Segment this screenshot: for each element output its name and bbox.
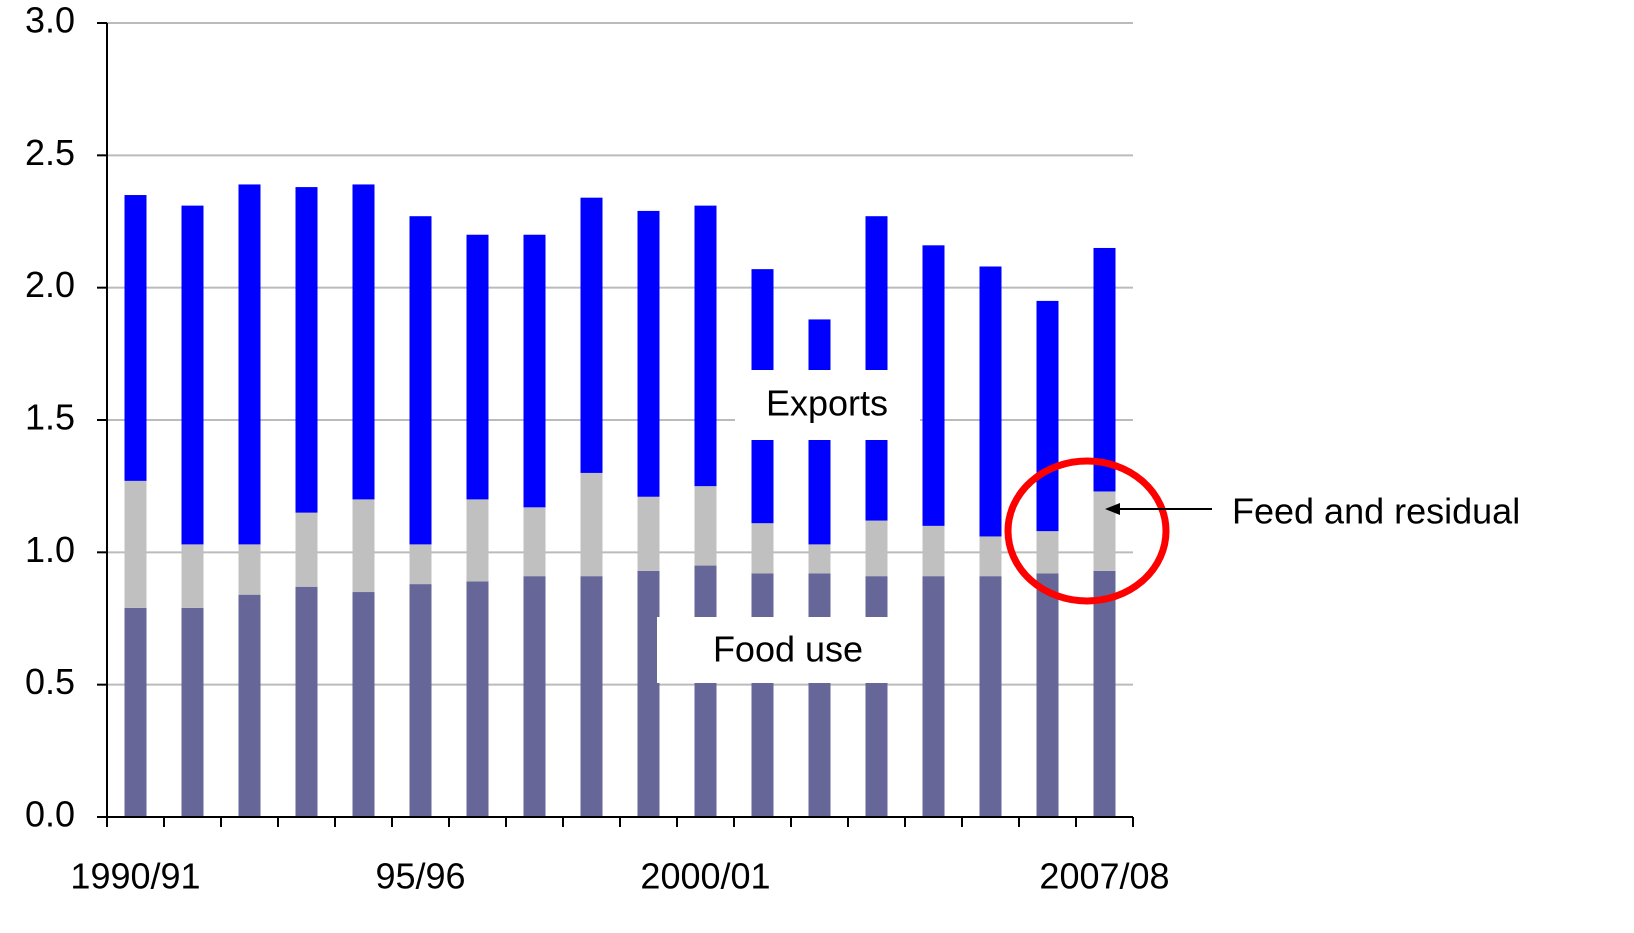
bar-segment	[922, 525, 945, 577]
bar-segment	[181, 607, 204, 817]
bar-segment	[466, 499, 489, 582]
bar-segment	[523, 507, 546, 577]
bar-segment	[523, 234, 546, 508]
y-tick-label: 1.0	[25, 529, 75, 570]
bar-segment	[1036, 573, 1059, 817]
bar-segment	[751, 523, 774, 574]
series-label: Feed and residual	[1232, 491, 1520, 532]
bar-segment	[409, 584, 432, 817]
x-tick-label: 2000/01	[640, 856, 770, 897]
bar-segment	[1093, 570, 1116, 817]
bar-segment	[238, 184, 261, 545]
y-tick-label: 3.0	[25, 0, 75, 41]
bar-segment	[637, 210, 660, 497]
bar-segment	[295, 512, 318, 587]
bar-segment	[694, 205, 717, 487]
bar-segment	[865, 520, 888, 577]
bar-segment	[352, 592, 375, 817]
x-tick-label: 2007/08	[1039, 856, 1169, 897]
x-tick-label: 1990/91	[70, 856, 200, 897]
bar-segment	[352, 184, 375, 500]
series-label: Exports	[766, 383, 888, 424]
bar-segment	[580, 197, 603, 473]
bar-segment	[922, 245, 945, 526]
bar-segment	[979, 536, 1002, 577]
bar-segment	[808, 544, 831, 574]
y-tick-label: 2.0	[25, 264, 75, 305]
bar-segment	[865, 576, 888, 817]
bar-segment	[124, 480, 147, 608]
bar-segment	[637, 496, 660, 571]
bar-segment	[295, 187, 318, 513]
bar-segment	[124, 195, 147, 481]
bar-segment	[1036, 300, 1059, 532]
bar-segment	[466, 581, 489, 817]
bar-segment	[637, 570, 660, 817]
bar-segment	[1036, 531, 1059, 574]
label-box	[735, 370, 920, 440]
arrow-head	[1105, 503, 1120, 515]
bar-segment	[865, 216, 888, 521]
bar-segment	[238, 544, 261, 595]
bar-segment	[238, 594, 261, 817]
y-tick-label: 1.5	[25, 397, 75, 438]
highlight-circle	[1004, 457, 1170, 605]
bar-segment	[979, 266, 1002, 537]
bar-segment	[808, 573, 831, 817]
bar-segment	[922, 576, 945, 817]
bar-segment	[523, 576, 546, 817]
bar-segment	[124, 607, 147, 817]
x-tick-label: 95/96	[375, 856, 465, 897]
label-box	[657, 617, 918, 683]
bar-segment	[979, 576, 1002, 817]
series-label: Food use	[713, 629, 863, 670]
bar-segment	[409, 544, 432, 585]
bar-segment	[694, 486, 717, 566]
bar-segment	[580, 576, 603, 817]
y-tick-label: 2.5	[25, 132, 75, 173]
bar-segment	[694, 565, 717, 817]
bar-segment	[295, 586, 318, 817]
bar-segment	[409, 216, 432, 545]
y-tick-label: 0.5	[25, 661, 75, 702]
bar-segment	[580, 472, 603, 577]
bar-segment	[751, 573, 774, 817]
bar-segment	[352, 499, 375, 593]
bar-segment	[181, 544, 204, 608]
bar-segment	[1093, 247, 1116, 492]
bar-segment	[1093, 491, 1116, 571]
bar-segment	[466, 234, 489, 500]
bar-segment	[181, 205, 204, 545]
y-tick-label: 0.0	[25, 794, 75, 835]
